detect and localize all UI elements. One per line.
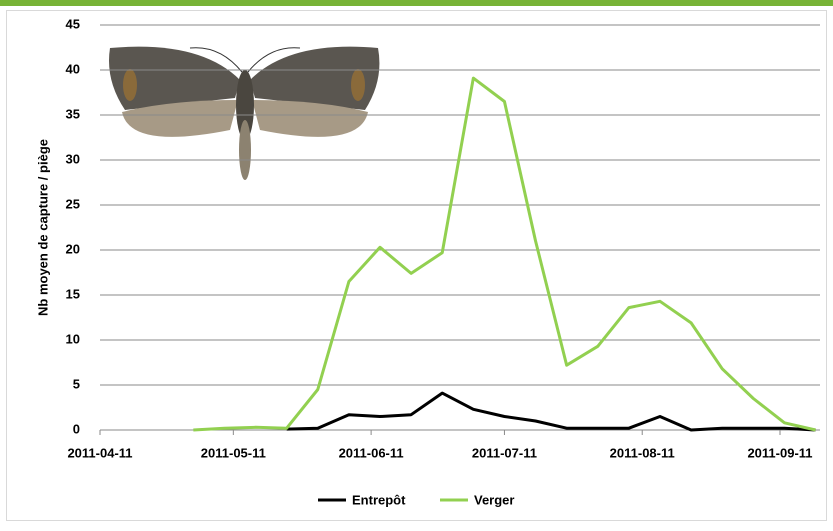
y-tick-label: 25	[66, 196, 80, 211]
legend-label: Entrepôt	[352, 492, 406, 507]
x-tick-label: 2011-04-11	[67, 445, 132, 460]
y-tick-label: 35	[66, 106, 80, 121]
chart: Nb moyen de capture / piège 0 5 10 15 20 25 30 3…	[0, 0, 833, 526]
series-line	[287, 393, 816, 430]
legend-label: Verger	[474, 492, 514, 507]
top-bar	[0, 0, 833, 6]
y-axis-label: Nb moyen de capture / piège	[35, 139, 50, 316]
x-tick-label: 2011-05-11	[201, 445, 266, 460]
y-tick-label: 10	[66, 331, 80, 346]
y-tick-label: 15	[66, 286, 80, 301]
y-tick-label: 40	[66, 61, 80, 76]
x-tick-label: 2011-08-11	[610, 445, 675, 460]
y-tick-label: 5	[73, 376, 80, 391]
x-tick-label: 2011-07-11	[472, 445, 537, 460]
y-tick-label: 45	[66, 16, 80, 31]
y-tick-label: 0	[73, 421, 80, 436]
y-tick-label: 20	[66, 241, 80, 256]
x-tick-label: 2011-06-11	[339, 445, 404, 460]
x-tick-label: 2011-09-11	[747, 445, 812, 460]
y-tick-label: 30	[66, 151, 80, 166]
